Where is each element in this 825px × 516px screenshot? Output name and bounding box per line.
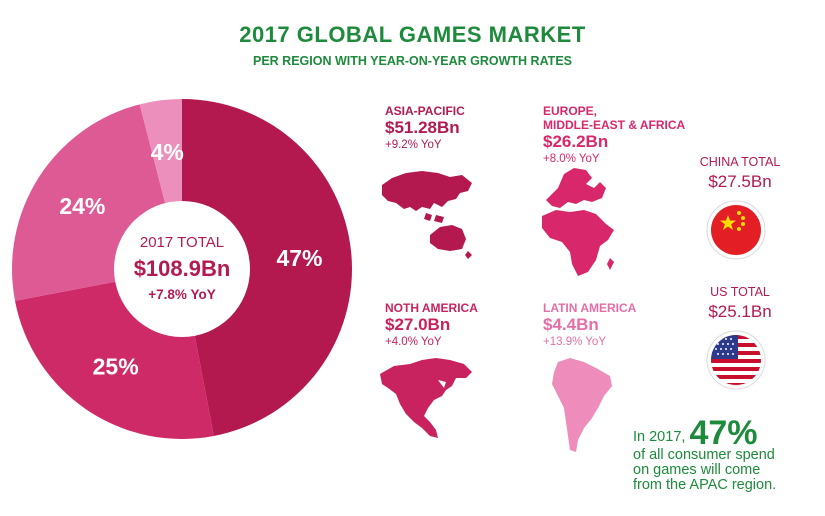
apac-share-note-line1: of all consumer spend: [633, 447, 775, 463]
apac-share-note-prefix: In 2017,: [633, 429, 686, 445]
region-emea-name-line2: MIDDLE-EAST & AFRICA: [543, 118, 686, 132]
donut-slice-label-2: 24%: [59, 193, 105, 219]
center-total-label: 2017 TOTAL: [140, 234, 224, 251]
page-subtitle: PER REGION WITH YEAR-ON-YEAR GROWTH RATE…: [253, 54, 572, 68]
region-apac-value: $51.28Bn: [385, 118, 460, 137]
latin-america-map-icon: [548, 356, 618, 456]
us-total-value: $25.1Bn: [708, 302, 772, 321]
center-total-value: $108.9Bn: [134, 256, 231, 281]
region-apac-yoy: +9.2% YoY: [385, 139, 442, 151]
asia-pacific-map-icon: [376, 163, 476, 263]
china-total-label: CHINA TOTAL: [699, 155, 781, 169]
region-na: NOTH AMERICA $27.0Bn +4.0% YoY: [385, 301, 478, 349]
us-total-label: US TOTAL: [710, 285, 770, 299]
apac-share-note-line3: from the APAC region.: [633, 477, 777, 493]
region-na-value: $27.0Bn: [385, 315, 451, 334]
apac-share-highlight: 47%: [689, 414, 758, 452]
region-latam-name: LATIN AMERICA: [543, 301, 637, 315]
region-na-yoy: +4.0% YoY: [385, 336, 442, 348]
region-latam-yoy: +13.9% YoY: [543, 336, 606, 348]
donut-hole: [114, 201, 250, 337]
region-emea: EUROPE, MIDDLE-EAST & AFRICA $26.2Bn +8.…: [543, 104, 685, 166]
region-apac: ASIA-PACIFIC $51.28Bn +9.2% YoY: [385, 104, 465, 152]
donut-slice-labels: 47% 25% 24% 4%: [59, 139, 322, 380]
apac-share-note: In 2017, 47% of all consumer spend on ga…: [633, 416, 823, 493]
region-emea-yoy: +8.0% YoY: [543, 153, 600, 165]
donut-slice-label-3: 4%: [151, 139, 184, 165]
region-latam: LATIN AMERICA $4.4Bn +13.9% YoY: [543, 301, 636, 349]
us-flag-icon: [706, 330, 766, 395]
china-flag-icon: [706, 200, 766, 265]
region-emea-name-line1: EUROPE,: [543, 104, 598, 118]
emea-map-icon: [534, 166, 624, 281]
donut-chart: 47% 25% 24% 4% 2017 TOTAL $108.9Bn +7.8% Yo…: [11, 99, 353, 440]
apac-share-note-line0: In 2017, 47%: [633, 416, 823, 450]
page-title: 2017 GLOBAL GAMES MARKET: [239, 22, 586, 47]
donut-slice-label-1: 25%: [93, 354, 139, 380]
donut-slice-0: [182, 99, 353, 436]
center-total-growth: +7.8% YoY: [148, 287, 215, 302]
china-total-value: $27.5Bn: [708, 172, 772, 191]
apac-share-note-line2: on games will come: [633, 462, 761, 478]
region-na-name: NOTH AMERICA: [385, 301, 478, 315]
region-latam-value: $4.4Bn: [543, 315, 599, 334]
north-america-map-icon: [376, 356, 476, 441]
region-apac-name: ASIA-PACIFIC: [385, 104, 465, 118]
donut-slice-label-0: 47%: [276, 245, 322, 271]
region-emea-value: $26.2Bn: [543, 132, 609, 151]
